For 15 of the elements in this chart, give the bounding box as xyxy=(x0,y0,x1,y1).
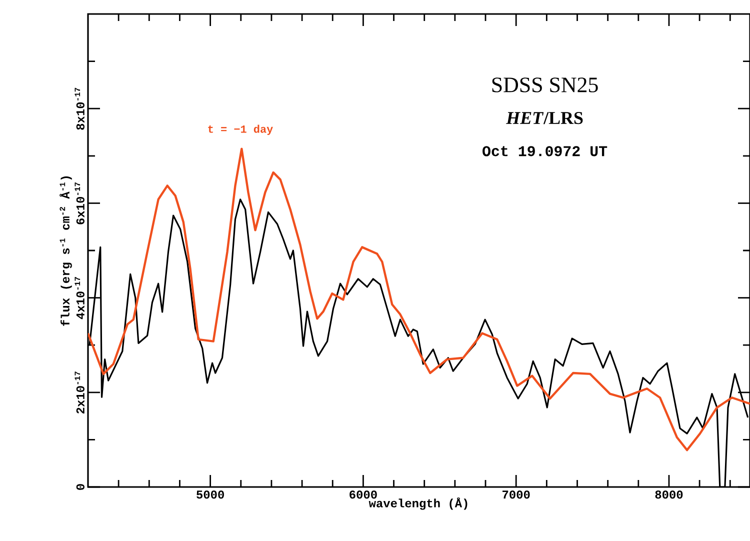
y-axis-title: flux (erg s$^{-1}$ cm$^{-2}$ Å$^{-1}$) xyxy=(60,176,72,326)
x-tick-label: 5000 xyxy=(196,490,224,499)
y-tick-label: 8x10$^{-17}$ xyxy=(74,88,84,130)
annotation: Oct 19.0972 UT xyxy=(482,146,608,156)
x-tick-label: 6000 xyxy=(350,490,377,499)
annotation: SDSS SN25 xyxy=(492,78,598,92)
annotation: HET/LRS xyxy=(506,112,583,124)
y-tick-label: 6x10$^{-17}$ xyxy=(74,182,84,224)
y-tick-label: 2x10$^{-17}$ xyxy=(74,372,84,414)
x-tick-label: 7000 xyxy=(502,490,530,499)
y-tick-label: 4x10$^{-17}$ xyxy=(74,277,84,320)
x-tick-label: 8000 xyxy=(655,490,683,499)
y-tick-label: 0 xyxy=(76,484,84,490)
series-label: t = −1 day xyxy=(208,124,273,135)
x-axis-title: wavelength (Å) xyxy=(368,497,468,510)
